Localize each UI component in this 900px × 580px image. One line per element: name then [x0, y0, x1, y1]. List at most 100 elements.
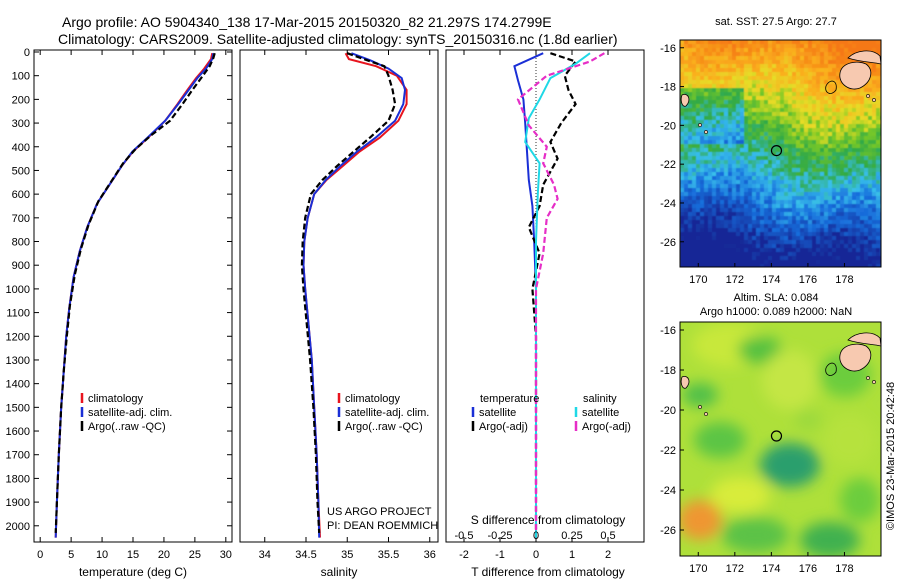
- salinity-x-axis: 34 34.5 35 35.5 36: [259, 50, 436, 561]
- salinity-tick-label: -0.5: [455, 530, 474, 542]
- islet: [872, 380, 876, 384]
- map-lat-label: -24: [660, 198, 676, 210]
- sla-land-mask: [680, 332, 881, 416]
- depth-tick-label: 2000: [6, 521, 30, 533]
- x-tick-label: 10: [96, 549, 108, 561]
- temperature-legend: climatology satellite-adj. clim. Argo(..ra…: [80, 393, 172, 433]
- title-line-2: Climatology: CARS2009. Satellite-adjuste…: [58, 31, 618, 47]
- legend-label: satellite: [582, 407, 619, 419]
- x-tick-label: 15: [127, 549, 139, 561]
- depth-tick-label: 800: [12, 237, 30, 249]
- x-tick-label: 34: [259, 549, 271, 561]
- depth-tick-label: 600: [12, 189, 30, 201]
- islet: [698, 405, 702, 409]
- legend-label: satellite: [479, 407, 516, 419]
- legend-heading: salinity: [583, 393, 617, 405]
- islet: [704, 412, 708, 416]
- depth-axis: 0 100 200 300 400 500 600 700 800 900 1000 1100 1200…: [6, 47, 232, 533]
- sst-map-title: sat. SST: 27.5 Argo: 27.7: [715, 16, 837, 28]
- depth-tick-label: 1700: [6, 450, 30, 462]
- difference-series: [513, 52, 605, 538]
- map-lon-label: 170: [689, 274, 707, 286]
- series-line-2: [54, 52, 216, 533]
- legend-label: Argo(-adj): [479, 421, 528, 433]
- series-line-1: [302, 52, 407, 538]
- salinity-legend: climatology satellite-adj. clim. Argo(..ra…: [337, 393, 429, 433]
- series-line-2: [300, 52, 397, 533]
- salinity-series: [300, 52, 408, 538]
- map-lat-label: -20: [660, 120, 676, 132]
- legend-label: Argo(..raw -QC): [345, 421, 423, 433]
- island-shape: [680, 375, 690, 389]
- legend-heading: temperature: [480, 393, 539, 405]
- map-lat-label: -18: [660, 365, 676, 377]
- x-tick-label: 35: [341, 549, 353, 561]
- x-tick-label: 1: [569, 549, 575, 561]
- map-lon-label: 170: [689, 563, 707, 575]
- map-lat-label: -24: [660, 485, 676, 497]
- depth-tick-label: 1600: [6, 426, 30, 438]
- argo-location-marker: [770, 144, 783, 157]
- difference-plot-frame: [445, 49, 645, 543]
- legend-label: climatology: [345, 393, 401, 405]
- map-lat-label: -16: [660, 43, 676, 55]
- salinity-panel: 34 34.5 35 35.5 36 climatology satellite-adj.…: [239, 49, 439, 579]
- x-tick-label: 0: [37, 549, 43, 561]
- depth-tick-label: 1800: [6, 473, 30, 485]
- islet: [866, 376, 870, 380]
- map-lat-label: -22: [660, 445, 676, 457]
- salinity-tick-label: 0.5: [600, 530, 615, 542]
- sst-map-axes: 170 172 174 176 178 -16 -18 -20 -22 -24 -26: [660, 43, 854, 286]
- x-tick-label: -2: [459, 549, 469, 561]
- sla-map-axes: 170 172 174 176 178 -16 -18 -20 -22 -24 -26: [660, 325, 854, 575]
- map-lat-label: -26: [660, 525, 676, 537]
- island-shape: [839, 61, 872, 90]
- sla-map-subtitle: Argo h1000: 0.089 h2000: NaN: [700, 306, 852, 318]
- difference-legend: temperature salinity satellite Argo(-adj) sa…: [471, 393, 631, 433]
- islet: [872, 98, 876, 102]
- reef-outline: [825, 80, 837, 94]
- depth-tick-label: 1200: [6, 331, 30, 343]
- salinity-tick-label: 0.25: [561, 530, 582, 542]
- depth-tick-label: 500: [12, 165, 30, 177]
- legend-label: satellite-adj. clim.: [345, 407, 429, 419]
- title-line-1: Argo profile: AO 5904340_138 17-Mar-2015…: [62, 14, 552, 30]
- map-lon-label: 176: [799, 563, 817, 575]
- map-lon-label: 178: [835, 274, 853, 286]
- salinity-tick-label: 0: [533, 530, 539, 542]
- map-lat-label: -26: [660, 237, 676, 249]
- difference-x-label: T difference from climatology: [471, 565, 625, 579]
- imos-credit: ©IMOS 23-Mar-2015 20:42:48: [885, 382, 897, 530]
- depth-tick-label: 1900: [6, 497, 30, 509]
- difference-panel: -2 -1 0 1 2 temperature salinity satellite Argo…: [445, 49, 645, 579]
- sla-map-title: Altim. SLA: 0.084: [734, 292, 819, 304]
- reef-outline: [825, 362, 837, 376]
- temperature-x-label: temperature (deg C): [79, 565, 187, 579]
- depth-tick-label: 400: [12, 142, 30, 154]
- temperature-series: [54, 52, 216, 538]
- difference-x-axis: -2 -1 0 1 2: [459, 50, 611, 561]
- x-tick-label: -1: [495, 549, 505, 561]
- depth-tick-label: 200: [12, 94, 30, 106]
- temperature-panel: 0100200300400500600700800900100011001200…: [6, 47, 233, 579]
- legend-label: satellite-adj. clim.: [88, 407, 172, 419]
- depth-tick-label: 900: [12, 260, 30, 272]
- island-shape: [680, 93, 690, 107]
- salinity-tick-label: -0.25: [487, 530, 512, 542]
- x-tick-label: 30: [220, 549, 232, 561]
- depth-tick-label: 1400: [6, 379, 30, 391]
- map-lon-label: 172: [726, 274, 744, 286]
- sla-map-frame: [679, 321, 882, 557]
- islet: [866, 94, 870, 98]
- depth-tick-label: 1300: [6, 355, 30, 367]
- x-tick-label: 0: [533, 549, 539, 561]
- map-lat-label: -18: [660, 82, 676, 94]
- x-tick-label: 5: [68, 549, 74, 561]
- series-line-3: [516, 52, 605, 533]
- x-tick-label: 36: [424, 549, 436, 561]
- legend-label: climatology: [88, 393, 144, 405]
- depth-tick-label: 0: [24, 47, 30, 59]
- depth-tick-label: 1100: [6, 308, 30, 320]
- pi-annotation: PI: DEAN ROEMMICH: [327, 520, 438, 532]
